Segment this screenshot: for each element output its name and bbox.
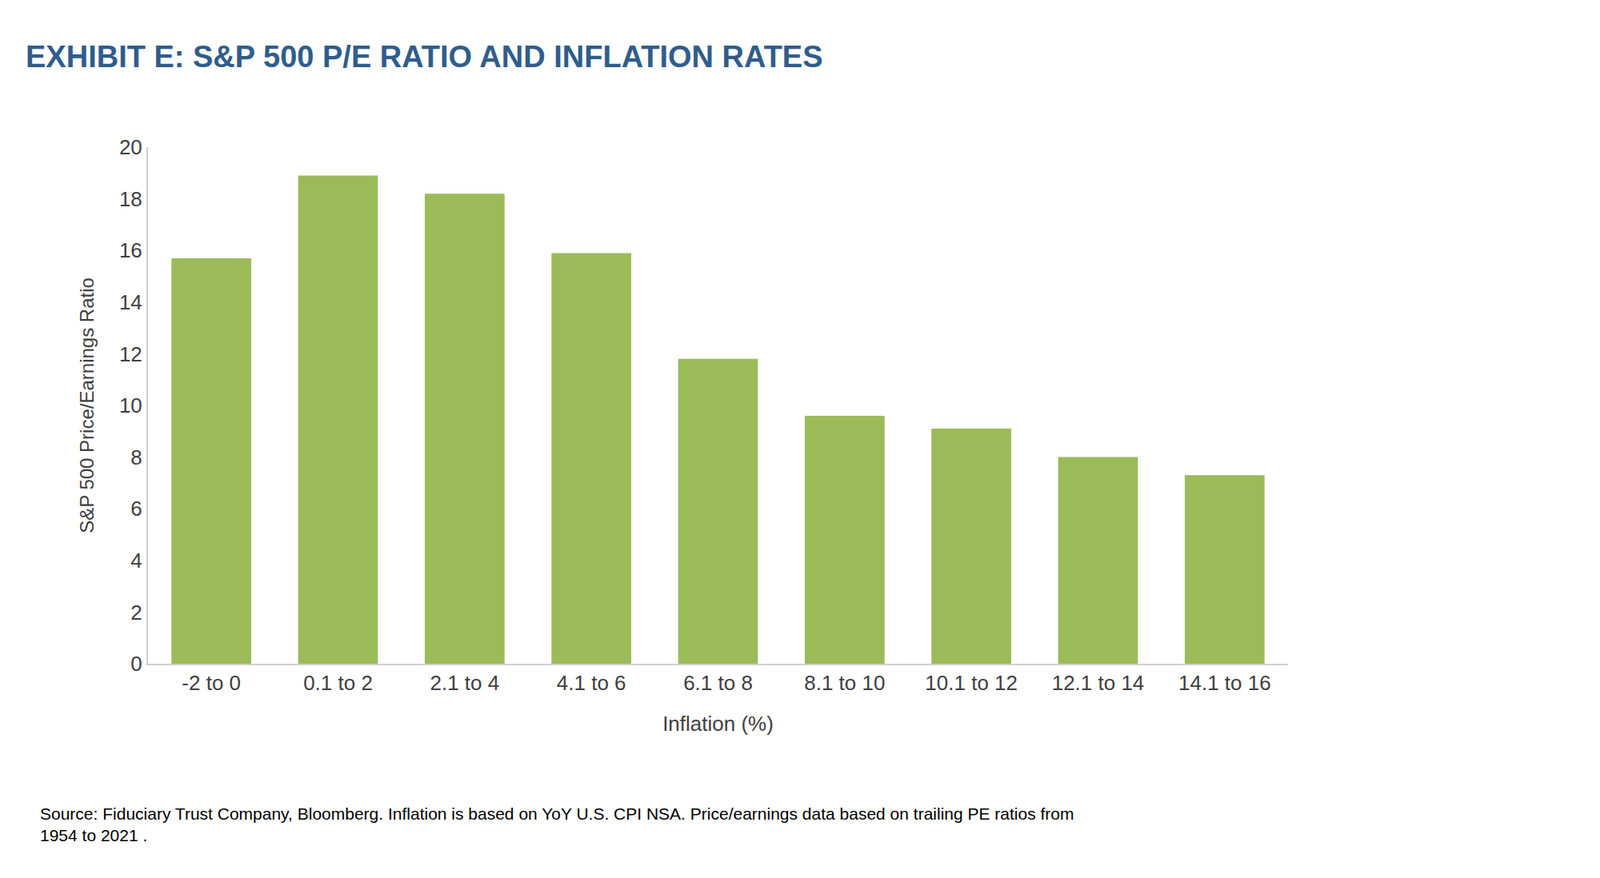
svg-text:4.1 to 6: 4.1 to 6: [556, 671, 627, 696]
svg-text:4: 4: [130, 548, 142, 573]
svg-text:Source: Fiduciary Trust Compan: Source: Fiduciary Trust Company, Bloombe…: [40, 804, 1075, 845]
svg-text:10: 10: [119, 393, 143, 418]
svg-text:EXHIBIT E: S&P 500 P/E RATIO A: EXHIBIT E: S&P 500 P/E RATIO AND INFLATI…: [25, 40, 824, 74]
svg-text:Inflation (%): Inflation (%): [662, 712, 774, 736]
svg-text:0.1 to 2: 0.1 to 2: [303, 671, 373, 696]
svg-text:6: 6: [130, 496, 142, 521]
svg-text:2: 2: [130, 600, 142, 625]
svg-text:18: 18: [119, 187, 143, 212]
svg-text:8: 8: [130, 445, 142, 470]
svg-text:14.1 to 16: 14.1 to 16: [1178, 671, 1272, 696]
svg-text:8.1 to 10: 8.1 to 10: [804, 671, 885, 696]
svg-text:S&P 500 Price/Earnings Ratio: S&P 500 Price/Earnings Ratio: [76, 277, 98, 534]
svg-text:12.1 to 14: 12.1 to 14: [1052, 671, 1145, 696]
svg-text:-2 to 0: -2 to 0: [181, 671, 241, 696]
svg-text:6.1 to 8: 6.1 to 8: [683, 671, 753, 696]
svg-text:2.1 to 4: 2.1 to 4: [429, 671, 500, 696]
svg-text:0: 0: [130, 652, 142, 676]
svg-text:20: 20: [119, 135, 143, 160]
svg-text:10.1 to 12: 10.1 to 12: [924, 671, 1018, 696]
svg-text:14: 14: [119, 290, 143, 315]
svg-text:12: 12: [119, 342, 143, 367]
svg-text:16: 16: [119, 238, 143, 263]
